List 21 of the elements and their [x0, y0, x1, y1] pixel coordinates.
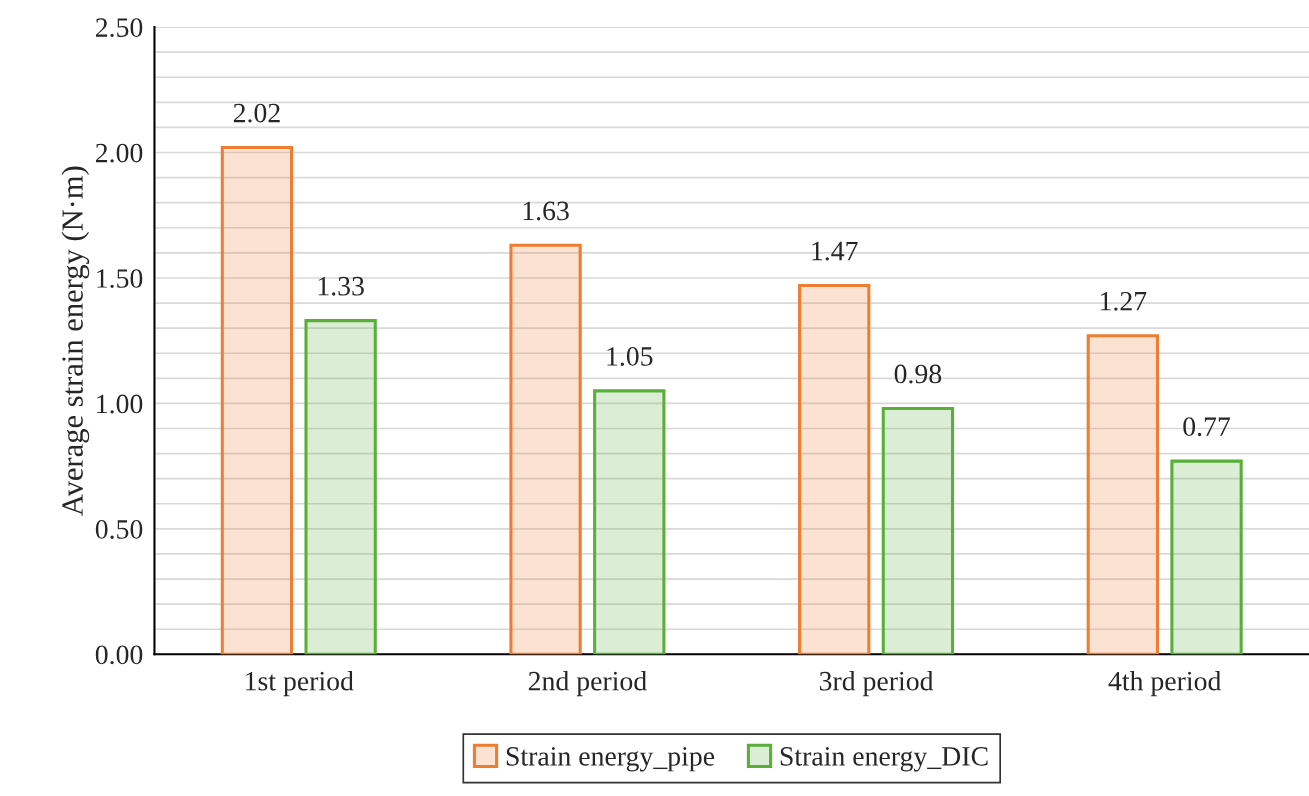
data-label: 0.77: [1183, 417, 1231, 437]
y-tick-label: 1.00: [97, 394, 143, 414]
y-axis-title: Average strain energy (N·m): [61, 166, 90, 516]
y-tick-label: 0.50: [95, 520, 143, 539]
data-label: 0.98: [894, 364, 942, 384]
data-label: 1.05: [607, 347, 653, 366]
y-tick-label: 2.00: [95, 143, 143, 163]
y-tick-label: 0.00: [95, 645, 143, 665]
legend-label: Strain energy_pipe: [506, 747, 715, 772]
x-tick-label: 3rd period: [819, 670, 934, 697]
data-label: 1.33: [318, 276, 364, 296]
x-tick-label: 2nd period: [528, 670, 647, 697]
y-tick-label: 2.50: [95, 18, 143, 38]
y-tick-label: 1.50: [97, 269, 143, 288]
data-label: 2.02: [233, 103, 280, 123]
data-label: 1.47: [812, 241, 858, 261]
x-tick-label: 4th period: [1108, 670, 1222, 697]
x-tick-label: 1st period: [246, 670, 354, 697]
data-label: 1.27: [1100, 291, 1147, 311]
legend-label: Strain energy_DIC: [780, 747, 988, 772]
data-label: 1.63: [523, 201, 569, 221]
